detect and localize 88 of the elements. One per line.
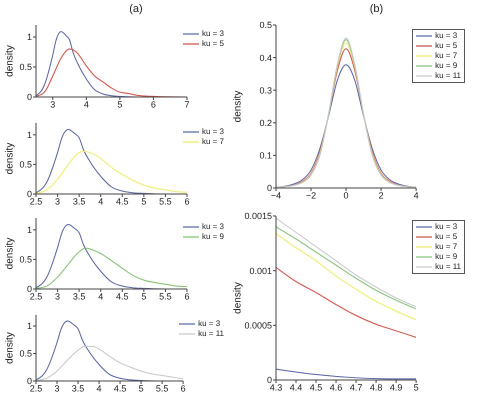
y-axis-title: density: [232, 282, 244, 314]
y-tick-label: 0: [26, 92, 32, 102]
x-tick-label: 3.5: [72, 291, 86, 302]
legend-label: ku = 7: [435, 242, 458, 252]
x-tick-label: 5: [117, 99, 122, 110]
x-tick-label: 6: [180, 383, 186, 394]
legend-label: ku = 9: [435, 61, 458, 71]
x-tick-label: 4.5: [116, 291, 129, 302]
y-tick-label: 1: [26, 321, 32, 332]
chart-title: (a): [128, 3, 144, 17]
y-tick-label: 0.5: [259, 20, 272, 30]
x-tick-label: 2.5: [30, 291, 42, 302]
y-tick-label: 0.0005: [244, 320, 272, 331]
y-tick-label: 0: [266, 375, 272, 386]
legend-label: ku = 7: [202, 137, 224, 147]
x-tick-label: 4.7: [350, 382, 362, 392]
legend-label: ku = 9: [202, 232, 224, 242]
x-tick-label: 5: [141, 196, 146, 206]
legend-label: ku = 9: [435, 252, 458, 262]
x-tick-label: 5: [414, 382, 419, 392]
y-tick-label: 1: [26, 225, 32, 236]
x-tick-label: 6: [150, 99, 156, 110]
legend-label: ku = 5: [435, 232, 458, 242]
x-tick-label: 5.5: [159, 196, 172, 206]
x-tick-label: 6: [184, 291, 190, 302]
chart-title: (b): [368, 3, 384, 17]
x-tick-label: 3: [54, 383, 60, 394]
x-tick-label: 4: [98, 196, 104, 206]
y-tick-label: 0.4: [259, 52, 272, 63]
y-tick-label: 1: [26, 32, 32, 42]
x-tick-label: 5.5: [159, 291, 172, 302]
y-tick-label: 0: [26, 284, 32, 294]
y-tick-label: 0.3: [259, 85, 272, 96]
y-tick-label: 0.5: [19, 348, 32, 359]
legend-label: ku = 11: [198, 329, 224, 339]
x-tick-label: 5: [141, 291, 146, 302]
y-tick-label: 0.0015: [244, 211, 272, 222]
y-axis-title: density: [232, 90, 244, 122]
legend-label: ku = 5: [435, 41, 458, 51]
legend-label: ku = 3: [435, 31, 458, 41]
y-axis-title: density: [4, 142, 16, 174]
x-tick-label: 3: [50, 99, 56, 110]
y-tick-label: 0.1: [259, 150, 272, 161]
x-tick-label: 2.5: [30, 196, 42, 206]
legend-label: ku = 3: [202, 127, 224, 137]
x-tick-label: 4.5: [310, 382, 322, 392]
x-tick-label: 5: [138, 383, 144, 394]
x-tick-label: 4: [84, 99, 89, 110]
x-tick-label: 7: [184, 99, 190, 110]
x-tick-label: 2: [378, 190, 384, 200]
x-tick-label: 2.5: [30, 383, 42, 394]
x-tick-label: 0: [344, 190, 349, 200]
x-tick-label: 3: [55, 196, 60, 206]
x-tick-label: 4: [96, 383, 102, 394]
x-tick-label: 4.4: [290, 382, 302, 392]
legend-label: ku = 5: [202, 39, 224, 49]
x-tick-label: 5.5: [156, 383, 168, 394]
x-tick-label: 4: [98, 291, 104, 302]
y-axis-title: density: [4, 332, 16, 364]
legend-label: ku = 3: [198, 319, 220, 329]
x-tick-label: 4.9: [390, 382, 402, 392]
y-tick-label: 0: [266, 183, 272, 194]
x-tick-label: 3.5: [72, 196, 86, 206]
x-tick-label: −2: [306, 190, 316, 200]
x-tick-label: 3.5: [72, 383, 84, 394]
legend-label: ku = 7: [435, 51, 458, 61]
x-tick-label: 4.5: [116, 196, 129, 206]
x-tick-label: 6: [184, 196, 190, 206]
x-tick-label: 3: [55, 291, 60, 302]
legend-label: ku = 3: [202, 222, 224, 232]
x-tick-label: 4.5: [114, 383, 126, 394]
y-tick-label: 1: [26, 130, 32, 140]
y-tick-label: 0.5: [19, 160, 32, 170]
x-tick-label: 4: [414, 190, 419, 200]
y-axis-title: density: [4, 45, 16, 77]
y-tick-label: 0.2: [259, 118, 272, 128]
y-tick-label: 0.5: [19, 254, 32, 265]
x-tick-label: 4.6: [330, 382, 342, 392]
y-tick-label: 0.5: [19, 62, 32, 72]
legend-label: ku = 3: [435, 222, 458, 232]
x-tick-label: 4.3: [270, 382, 282, 392]
y-tick-label: 0.001: [249, 266, 272, 276]
x-tick-label: 4.8: [370, 382, 382, 392]
legend-label: ku = 11: [435, 262, 461, 272]
legend-label: ku = 3: [202, 29, 224, 39]
y-axis-title: density: [4, 238, 16, 270]
x-tick-label: −4: [270, 190, 282, 200]
legend-label: ku = 11: [435, 71, 461, 81]
